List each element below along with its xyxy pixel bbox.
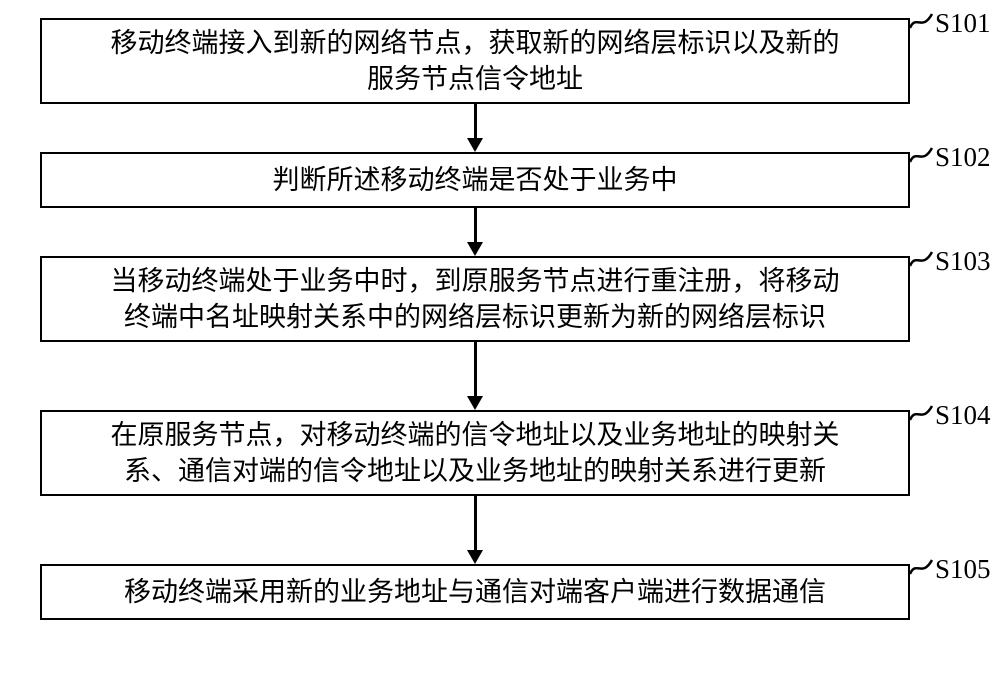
flow-step-text: 判断所述移动终端是否处于业务中 <box>273 162 678 198</box>
arrow-head-2 <box>467 396 483 410</box>
arrow-line-2 <box>474 342 477 396</box>
connector-tilde <box>908 246 938 270</box>
flow-step-s105: 移动终端采用新的业务地址与通信对端客户端进行数据通信 <box>40 564 910 620</box>
connector-tilde <box>908 554 938 578</box>
flow-step-text: 在原服务节点，对移动终端的信令地址以及业务地址的映射关系、通信对端的信令地址以及… <box>111 417 840 490</box>
arrow-line-1 <box>474 208 477 242</box>
connector-tilde <box>908 400 938 424</box>
step-label-s101: S101 <box>935 8 991 39</box>
flow-step-s101: 移动终端接入到新的网络节点，获取新的网络层标识以及新的服务节点信令地址 <box>40 18 910 104</box>
arrow-head-3 <box>467 550 483 564</box>
flow-step-text: 移动终端接入到新的网络节点，获取新的网络层标识以及新的服务节点信令地址 <box>111 25 840 98</box>
flow-step-s102: 判断所述移动终端是否处于业务中 <box>40 152 910 208</box>
flow-step-text: 移动终端采用新的业务地址与通信对端客户端进行数据通信 <box>124 574 826 610</box>
step-label-s104: S104 <box>935 400 991 431</box>
flow-step-text: 当移动终端处于业务中时，到原服务节点进行重注册，将移动终端中名址映射关系中的网络… <box>111 263 840 336</box>
connector-tilde <box>908 8 938 32</box>
connector-tilde <box>908 142 938 166</box>
arrow-head-1 <box>467 242 483 256</box>
step-label-s103: S103 <box>935 246 991 277</box>
arrow-line-0 <box>474 104 477 138</box>
arrow-line-3 <box>474 496 477 550</box>
arrow-head-0 <box>467 138 483 152</box>
step-label-s102: S102 <box>935 142 991 173</box>
flow-step-s104: 在原服务节点，对移动终端的信令地址以及业务地址的映射关系、通信对端的信令地址以及… <box>40 410 910 496</box>
flow-step-s103: 当移动终端处于业务中时，到原服务节点进行重注册，将移动终端中名址映射关系中的网络… <box>40 256 910 342</box>
step-label-s105: S105 <box>935 554 991 585</box>
